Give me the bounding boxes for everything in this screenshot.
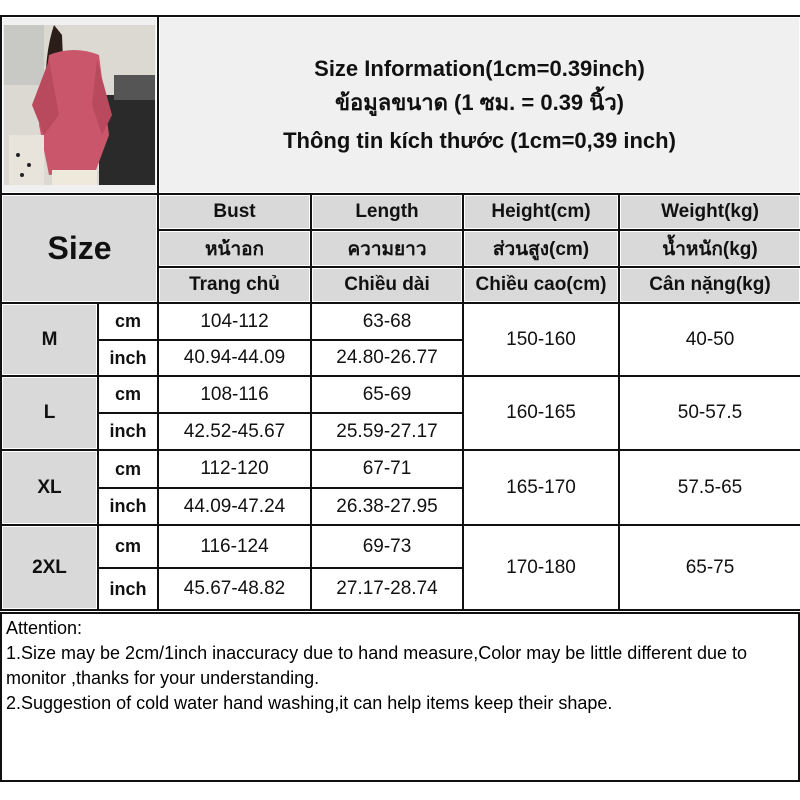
unit-inch: inch bbox=[97, 339, 159, 377]
unit-inch: inch bbox=[97, 487, 159, 526]
col-bust-th: หน้าอก bbox=[157, 229, 312, 268]
col-weight-vi: Cân nặng(kg) bbox=[618, 266, 800, 304]
size-cell: L bbox=[0, 375, 99, 451]
col-height-th: ส่วนสูง(cm) bbox=[462, 229, 620, 268]
height-cell: 160-165 bbox=[462, 375, 620, 451]
length-inch: 26.38-27.95 bbox=[310, 487, 464, 526]
table-row: inch 40.94-44.09 24.80-26.77 bbox=[1, 339, 800, 377]
length-cm: 69-73 bbox=[310, 524, 464, 569]
title-en: Size Information(1cm=0.39inch) bbox=[314, 56, 645, 81]
col-height-en: Height(cm) bbox=[462, 193, 620, 231]
bust-cm: 116-124 bbox=[157, 524, 312, 569]
table-row: L cm 108-116 65-69 160-165 50-57.5 bbox=[0, 375, 800, 451]
unit-inch: inch bbox=[97, 412, 159, 451]
table-row: XL cm 112-120 67-71 165-170 57.5-65 bbox=[0, 449, 800, 526]
col-length-vi: Chiều dài bbox=[310, 266, 464, 304]
length-cm: 63-68 bbox=[310, 302, 464, 341]
bust-inch: 44.09-47.24 bbox=[157, 487, 312, 526]
unit-cm: cm bbox=[97, 375, 159, 414]
unit-cm: cm bbox=[97, 524, 159, 569]
attention-line-1: 1.Size may be 2cm/1inch inaccuracy due t… bbox=[6, 643, 748, 688]
length-inch: 25.59-27.17 bbox=[310, 412, 464, 451]
bust-inch: 45.67-48.82 bbox=[157, 567, 312, 611]
col-length-en: Length bbox=[310, 193, 464, 231]
title-vi: Thông tin kích thước (1cm=0,39 inch) bbox=[283, 128, 676, 153]
size-header: Size bbox=[0, 193, 159, 304]
weight-cell: 57.5-65 bbox=[618, 449, 800, 526]
col-length-th: ความยาว bbox=[310, 229, 464, 268]
product-photo bbox=[4, 25, 155, 185]
attention-line-2: 2.Suggestion of cold water hand washing,… bbox=[6, 693, 613, 713]
product-photo-cell bbox=[0, 15, 159, 195]
height-cell: 165-170 bbox=[462, 449, 620, 526]
length-inch: 24.80-26.77 bbox=[310, 339, 464, 377]
length-cm: 67-71 bbox=[310, 449, 464, 489]
weight-cell: 50-57.5 bbox=[618, 375, 800, 451]
size-cell: XL bbox=[0, 449, 99, 526]
unit-inch: inch bbox=[97, 567, 159, 611]
table-row: 2XL cm 116-124 69-73 170-180 65-75 bbox=[0, 524, 800, 611]
bust-inch: 40.94-44.09 bbox=[157, 339, 312, 377]
col-height-vi: Chiều cao(cm) bbox=[462, 266, 620, 304]
table-row: inch 44.09-47.24 26.38-27.95 bbox=[1, 487, 800, 526]
bust-cm: 108-116 bbox=[157, 375, 312, 414]
size-cell: M bbox=[0, 302, 99, 377]
length-cm: 65-69 bbox=[310, 375, 464, 414]
unit-cm: cm bbox=[97, 302, 159, 341]
bust-cm: 104-112 bbox=[157, 302, 312, 341]
bust-cm: 112-120 bbox=[157, 449, 312, 489]
col-bust-en: Bust bbox=[157, 193, 312, 231]
table-row: inch 45.67-48.82 27.17-28.74 bbox=[1, 567, 800, 611]
weight-cell: 65-75 bbox=[618, 524, 800, 611]
col-bust-vi: Trang chủ bbox=[157, 266, 312, 304]
height-cell: 150-160 bbox=[462, 302, 620, 377]
weight-cell: 40-50 bbox=[618, 302, 800, 377]
table-row: M cm 104-112 63-68 150-160 40-50 bbox=[0, 302, 800, 377]
title-th: ข้อมูลขนาด (1 ซม. = 0.39 นิ้ว) bbox=[334, 90, 624, 115]
col-weight-en: Weight(kg) bbox=[618, 193, 800, 231]
length-inch: 27.17-28.74 bbox=[310, 567, 464, 611]
col-weight-th: น้ำหนัก(kg) bbox=[618, 229, 800, 268]
title-cell: Size Information(1cm=0.39inch) ข้อมูลขนา… bbox=[157, 15, 800, 195]
unit-cm: cm bbox=[97, 449, 159, 489]
attention-title: Attention: bbox=[6, 618, 83, 638]
size-chart-table: Size Information(1cm=0.39inch) ข้อมูลขนา… bbox=[0, 15, 800, 611]
height-cell: 170-180 bbox=[462, 524, 620, 611]
table-row: inch 42.52-45.67 25.59-27.17 bbox=[1, 412, 800, 451]
bust-inch: 42.52-45.67 bbox=[157, 412, 312, 451]
attention-box: Attention: 1.Size may be 2cm/1inch inacc… bbox=[0, 612, 800, 782]
size-cell: 2XL bbox=[0, 524, 99, 611]
